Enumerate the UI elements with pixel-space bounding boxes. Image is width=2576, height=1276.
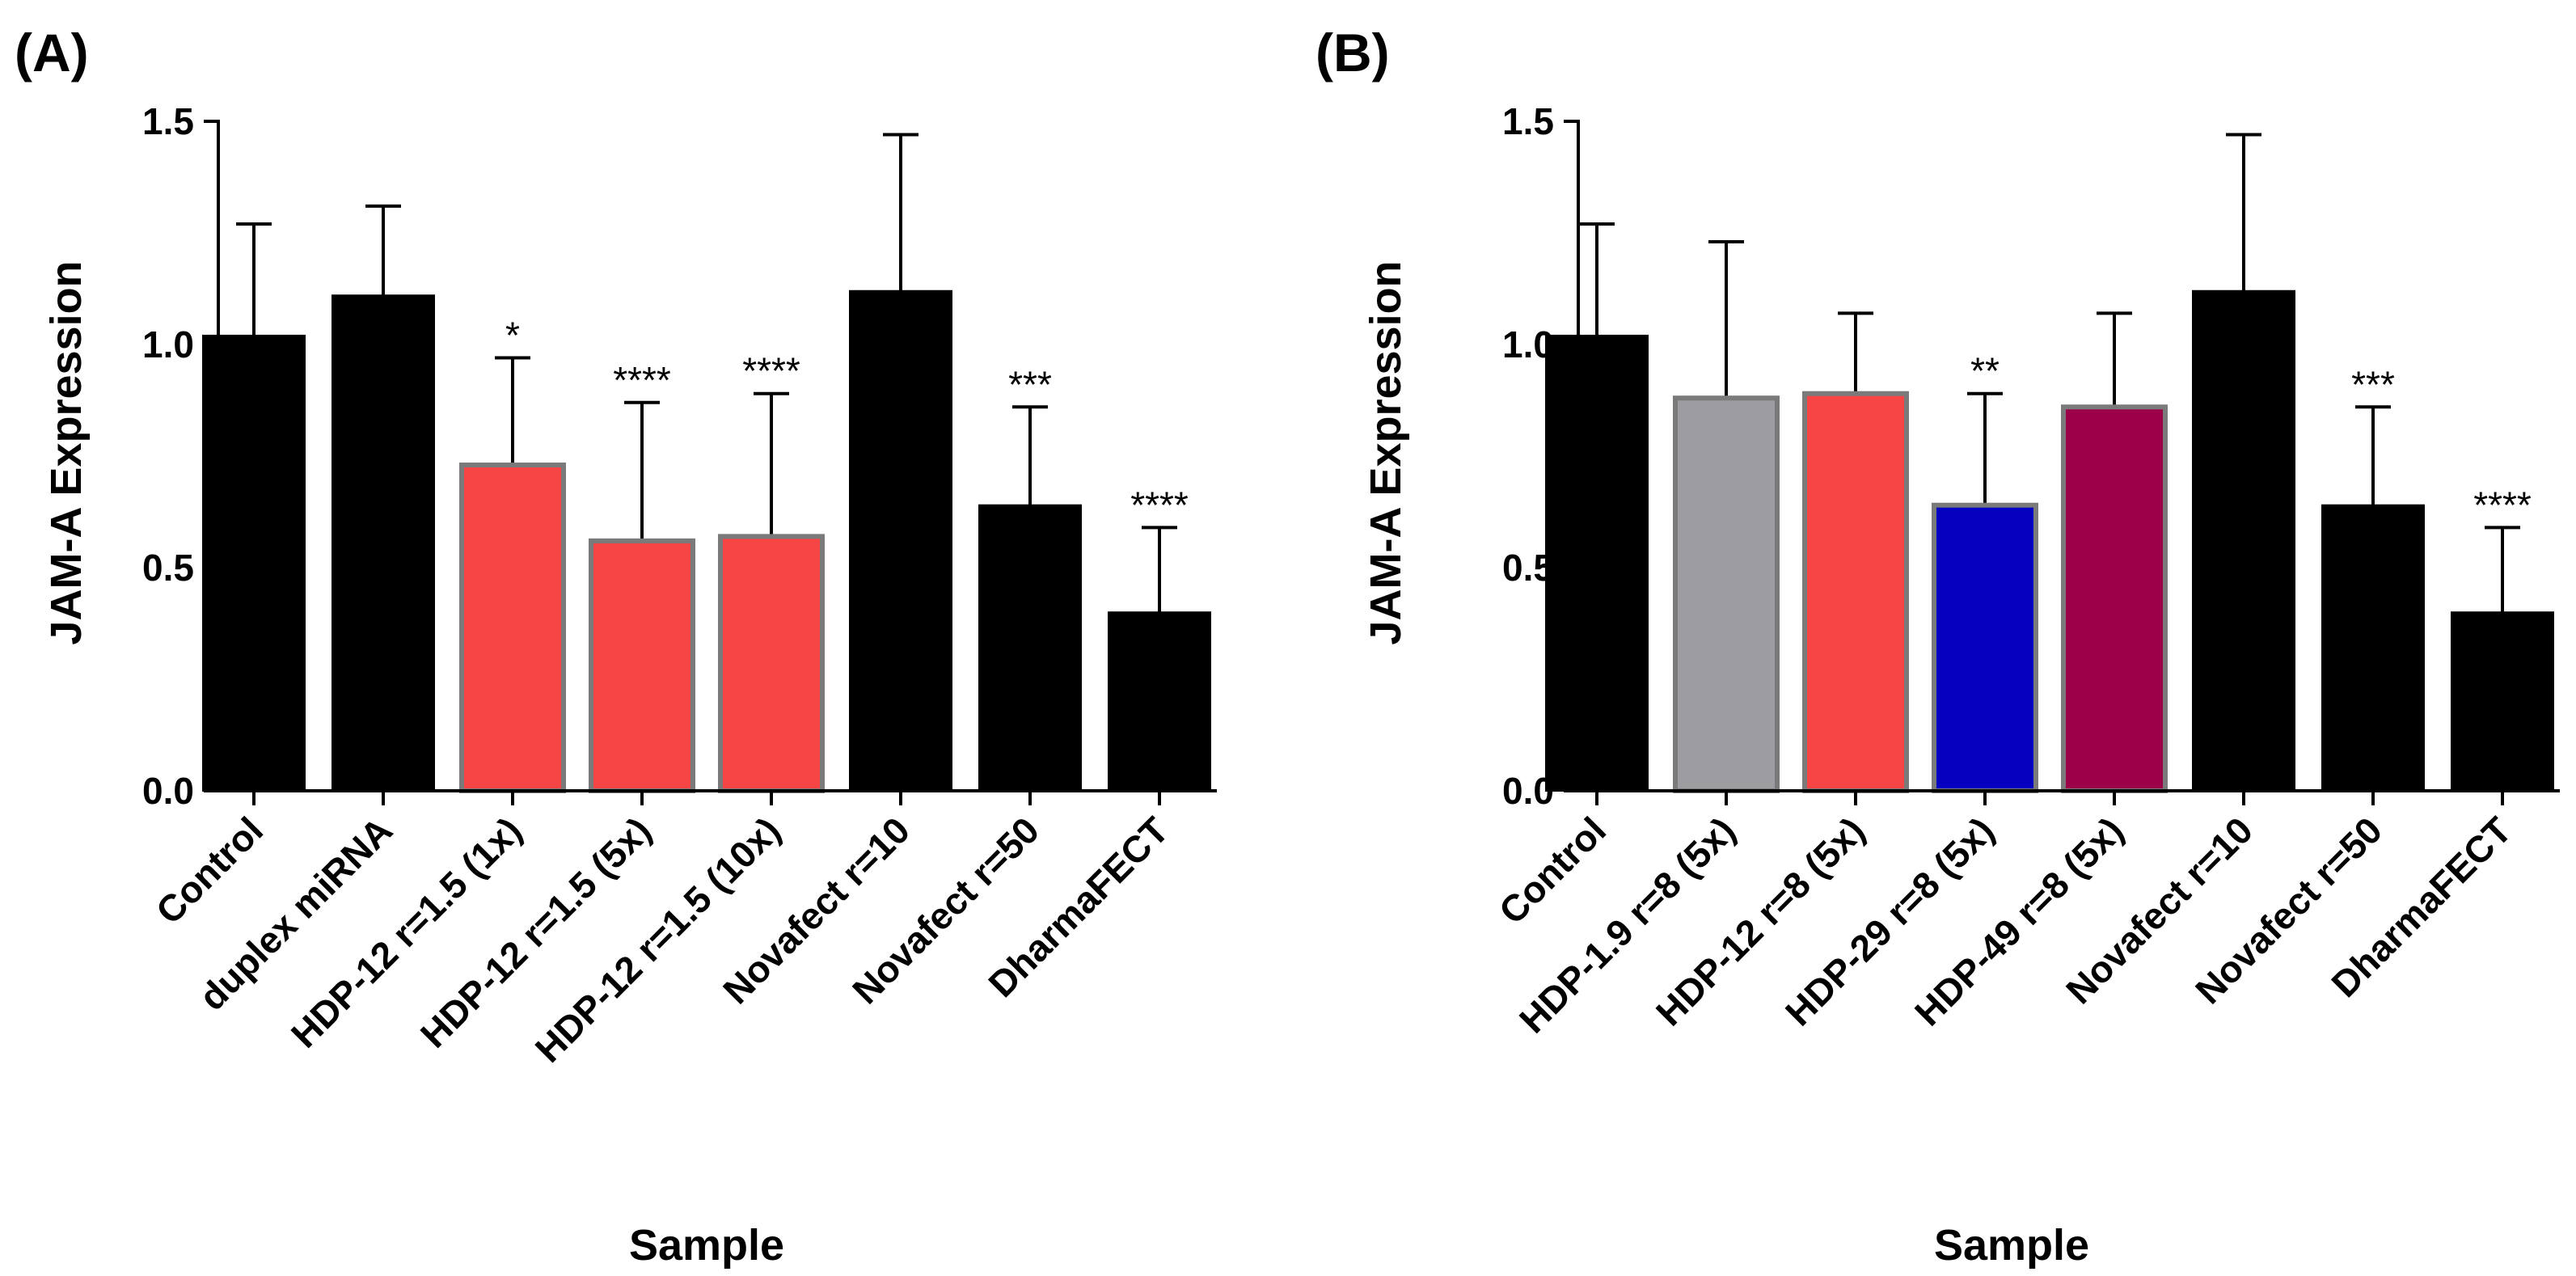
- panel-b-significance-label: **: [1970, 350, 2000, 392]
- panel-b-x-tick-label: Control: [1491, 809, 1614, 932]
- panel-a-significance-label: ****: [613, 359, 671, 401]
- panel-b-y-axis-title: JAM-A Expression: [1362, 260, 1410, 644]
- panel-b: (B) JAM-A Expression Sample 0.00.51.01.5…: [1315, 23, 2560, 1270]
- panel-b-bar: [1545, 334, 1649, 792]
- panel-a-bar: [202, 334, 306, 792]
- panel-b-bar: [2451, 611, 2554, 792]
- panel-a-significance-label: ***: [1008, 363, 1052, 405]
- panel-a-bar: [332, 294, 435, 792]
- panel-a-bar: [718, 534, 825, 793]
- panel-a-significance-label: ****: [1130, 484, 1189, 526]
- panel-b-bar: [2192, 289, 2295, 792]
- panel-a-bar: [459, 463, 566, 793]
- panel-b-significance-label: ***: [2351, 363, 2395, 405]
- panel-a-bar: [1108, 611, 1211, 792]
- panel-a-bar: [978, 504, 1082, 792]
- panel-a-y-tick-label: 1.5: [142, 100, 194, 142]
- panel-a-bar: [849, 289, 952, 792]
- panel-b-significance-label: ****: [2473, 484, 2532, 526]
- panel-a-y-axis-title: JAM-A Expression: [42, 260, 91, 644]
- panel-a-x-axis-title: Sample: [629, 1221, 784, 1270]
- panel-b-x-tick-label: HDP-1.9 r=8 (5x): [1511, 809, 1743, 1041]
- panel-a-label: (A): [15, 23, 89, 82]
- panel-a-y-tick-label: 1.0: [142, 323, 194, 365]
- panel-a-x-tick-label: HDP-12 r=1.5 (5x): [412, 809, 659, 1055]
- panel-a: (A) JAM-A Expression Sample 0.0 0.5 1.0 1.5…: [15, 23, 1217, 1270]
- panel-b-bar: [2321, 504, 2425, 792]
- panel-a-x-tick-label: HDP-12 r=1.5 (1x): [283, 809, 530, 1055]
- panel-a-x-tick-label: HDP-12 r=1.5 (10x): [527, 809, 788, 1070]
- panel-b-y-tick-label: 1.5: [1502, 100, 1554, 142]
- panel-a-y-tick-label: 0.5: [142, 547, 194, 589]
- panel-b-bar: [1802, 391, 1909, 793]
- panel-b-bar: [1932, 502, 2038, 793]
- panel-a-x-tick-label: Control: [148, 809, 271, 932]
- panel-a-y-tick-label: 0.0: [142, 770, 194, 812]
- panel-a-significance-label: ****: [742, 350, 800, 392]
- panel-b-bar: [2061, 404, 2168, 793]
- panel-a-bar: [589, 538, 695, 793]
- panel-a-significance-label: *: [505, 315, 520, 357]
- panel-b-x-axis-title: Sample: [1934, 1221, 2089, 1270]
- panel-b-label: (B): [1315, 23, 1390, 82]
- panel-b-bar: [1673, 395, 1780, 793]
